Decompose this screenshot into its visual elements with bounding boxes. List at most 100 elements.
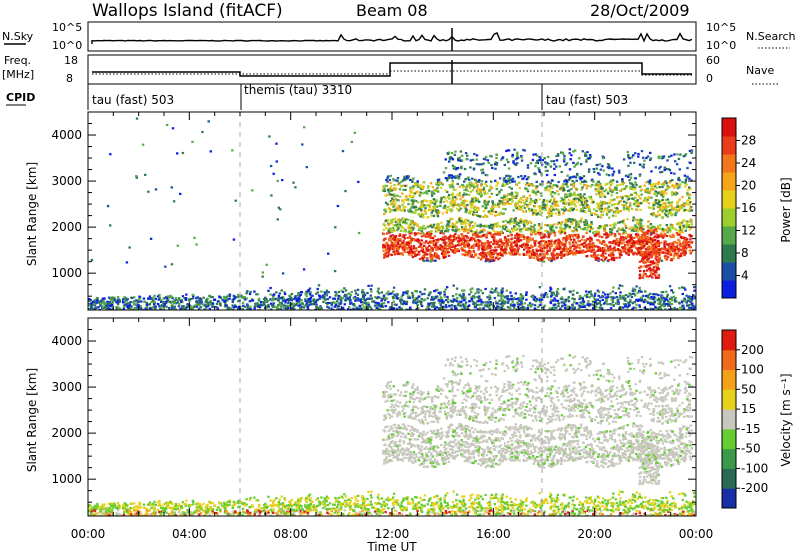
data-point [242,296,246,299]
data-point [513,220,517,223]
data-point [291,307,295,310]
data-point [639,197,642,200]
data-point [647,220,650,223]
data-point [380,302,383,305]
data-point [618,233,622,236]
data-point [199,306,203,309]
data-point [508,222,512,225]
data-point [439,303,442,306]
data-point [586,302,589,305]
data-point [392,286,396,289]
data-point [283,292,287,296]
data-point [289,297,292,300]
data-point [321,295,325,298]
data-point [197,302,200,305]
data-point [418,253,421,256]
data-point [414,290,417,293]
data-point [379,308,382,310]
data-point [444,246,447,249]
data-point [463,289,466,292]
data-point [490,259,493,262]
data-point [527,304,530,307]
data-point [354,299,357,302]
data-point [594,258,598,261]
data-point [451,222,454,225]
data-point [275,308,279,310]
data-point [434,289,438,292]
data-point [433,200,437,203]
data-point [436,295,439,298]
data-point [507,299,510,302]
data-point [480,235,483,238]
data-point [498,299,501,302]
data-point [635,234,638,237]
data-point [682,236,685,239]
data-point [338,295,341,298]
data-point [652,201,655,205]
data-point [295,298,298,301]
data-point [642,228,645,231]
data-point [544,235,547,238]
data-point [416,297,419,300]
data-point [497,257,500,261]
data-point [635,299,638,302]
data-point [477,256,480,259]
data-point [130,296,134,299]
data-point [496,305,499,308]
data-point [408,251,411,254]
data-point [556,287,560,291]
data-point [672,257,675,260]
data-point [676,203,679,206]
data-point [618,256,621,259]
data-point [398,234,401,237]
data-point [667,212,670,215]
data-point [567,217,570,220]
data-point [362,297,366,300]
data-point [541,239,544,242]
data-point [334,304,338,307]
data-point [680,307,684,310]
data-point [400,298,404,302]
data-point [568,241,571,244]
data-point [410,254,413,257]
data-point [226,294,230,297]
data-point [605,213,609,216]
data-point [599,216,603,219]
data-point [520,294,524,297]
data-point [195,243,198,246]
data-point [462,228,465,231]
data-point [599,249,602,252]
data-point [599,296,602,299]
title-station: Wallops Island (fitACF) [92,1,283,21]
data-point [676,205,679,208]
data-point [623,243,627,247]
data-point [601,308,604,310]
data-point [163,303,166,306]
data-point [440,229,443,233]
data-point [540,249,543,252]
data-point [297,304,300,307]
data-point [542,260,546,263]
data-point [573,234,576,237]
data-point [620,296,624,299]
data-point [451,192,454,195]
data-point [551,230,554,233]
data-point [364,307,367,310]
data-point [619,239,623,242]
data-point [183,308,186,310]
data-point [660,259,664,262]
data-point [682,244,685,247]
data-point [419,300,422,303]
data-point [520,306,523,309]
data-point [513,240,517,243]
data-point [532,200,535,204]
data-point [413,299,417,302]
data-point [152,299,155,302]
data-point [542,295,546,299]
data-point [402,241,405,245]
data-point [195,300,198,303]
data-point [510,191,514,194]
data-point [384,210,387,213]
data-point [446,244,449,248]
